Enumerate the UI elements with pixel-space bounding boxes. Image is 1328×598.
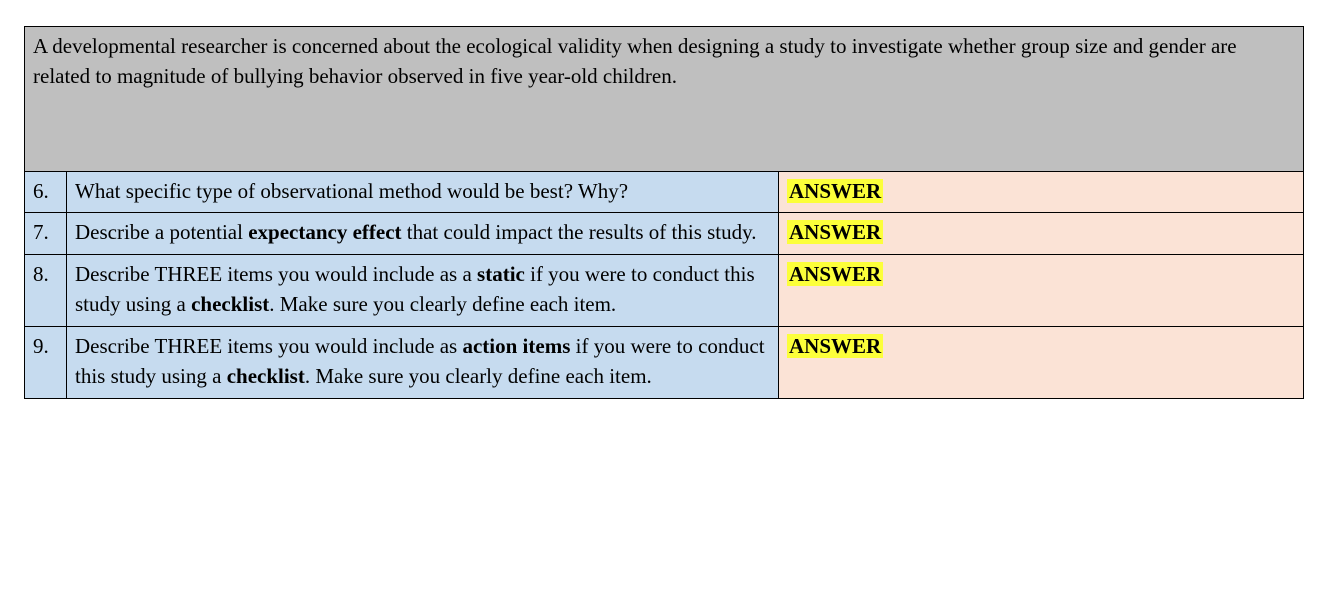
answer-placeholder: ANSWER [787,179,883,203]
answer-cell[interactable]: ANSWER [779,254,1304,326]
question-cell: What specific type of observational meth… [67,172,779,213]
question-number: 9. [25,326,67,398]
answer-cell[interactable]: ANSWER [779,326,1304,398]
question-number: 7. [25,213,67,254]
question-number: 6. [25,172,67,213]
question-cell: Describe THREE items you would include a… [67,326,779,398]
answer-placeholder: ANSWER [787,262,883,286]
question-text: Describe THREE items you would include a… [75,262,477,286]
question-text: Describe a potential [75,220,248,244]
question-text: that could impact the results of this st… [402,220,757,244]
question-table: A developmental researcher is concerned … [24,26,1304,399]
table-row: 7. Describe a potential expectancy effec… [25,213,1304,254]
question-cell: Describe a potential expectancy effect t… [67,213,779,254]
question-text: . Make sure you clearly define each item… [305,364,652,388]
question-bold: expectancy effect [248,220,401,244]
table-row: 6. What specific type of observational m… [25,172,1304,213]
question-number: 8. [25,254,67,326]
prompt-text: A developmental researcher is concerned … [33,34,1237,88]
answer-placeholder: ANSWER [787,220,883,244]
question-text: What specific type of observational meth… [75,179,628,203]
question-bold: static [477,262,525,286]
table-row: 9. Describe THREE items you would includ… [25,326,1304,398]
question-cell: Describe THREE items you would include a… [67,254,779,326]
answer-cell[interactable]: ANSWER [779,172,1304,213]
prompt-cell: A developmental researcher is concerned … [25,27,1304,172]
question-text: . Make sure you clearly define each item… [269,292,616,316]
prompt-row: A developmental researcher is concerned … [25,27,1304,172]
answer-cell[interactable]: ANSWER [779,213,1304,254]
table-row: 8. Describe THREE items you would includ… [25,254,1304,326]
worksheet-page: A developmental researcher is concerned … [0,0,1328,598]
question-bold: action items [462,334,570,358]
question-bold: checklist [191,292,269,316]
answer-placeholder: ANSWER [787,334,883,358]
question-bold: checklist [227,364,305,388]
question-text: Describe THREE items you would include a… [75,334,462,358]
